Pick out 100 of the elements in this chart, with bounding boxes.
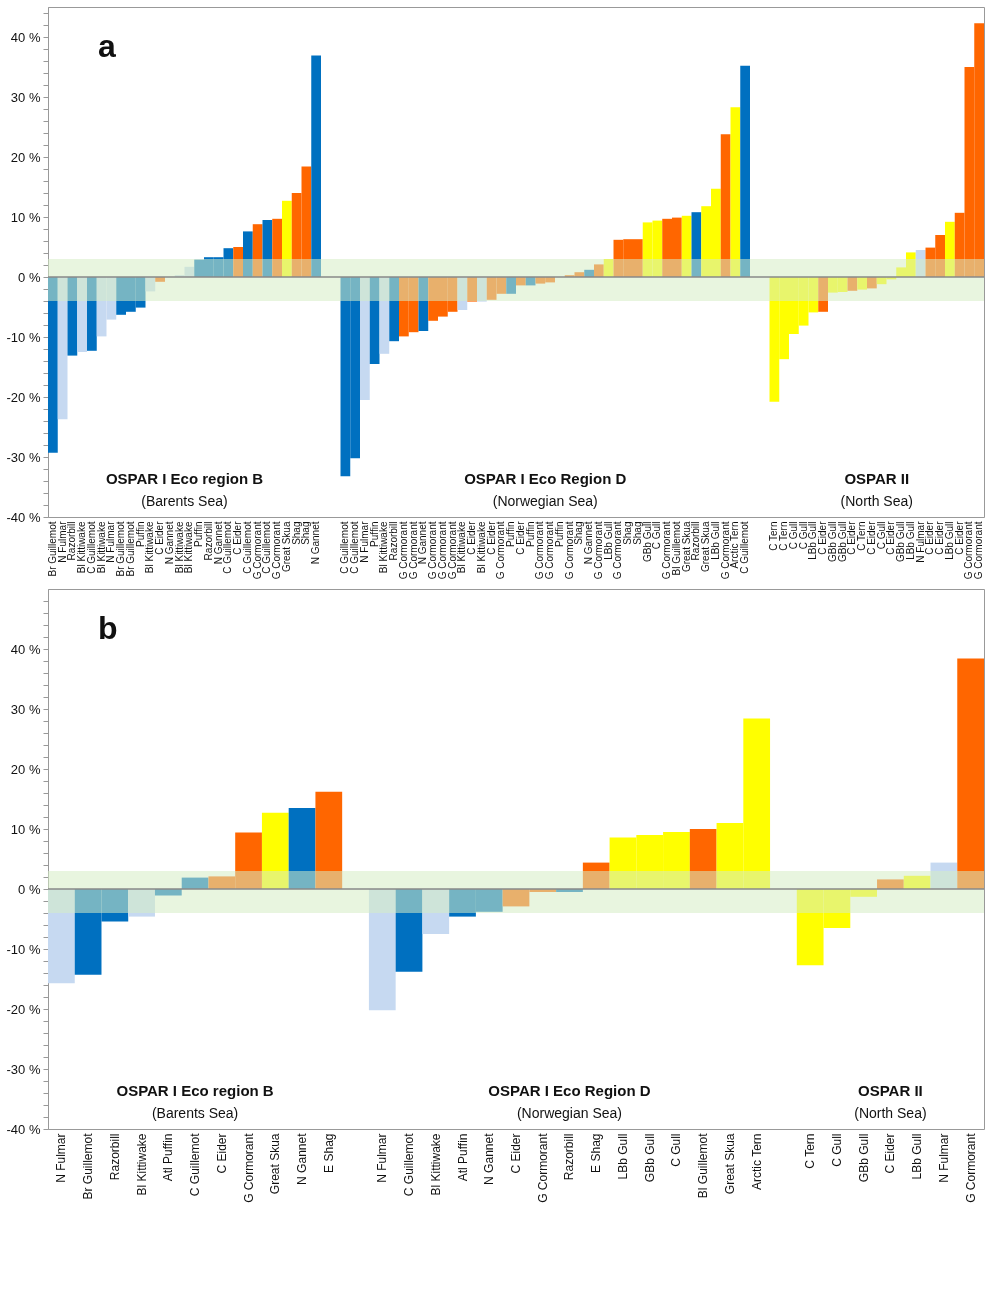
x-tick-label: G Cormorant [407, 521, 419, 580]
x-tick-label: G Cormorant [963, 521, 975, 580]
x-tick-label: Razorbill [562, 1133, 577, 1181]
x-tick-label: Great Skua [722, 1133, 737, 1195]
x-tick-label: Bl Kittiwake [428, 1133, 443, 1196]
x-tick-label: Bl Guillemot [670, 521, 682, 576]
x-tick-label: C Eider [817, 520, 829, 555]
x-tick-label: E Shag [321, 1133, 336, 1173]
y-tick-label: 20 % [10, 761, 41, 777]
x-tick-label: G Cormorant [544, 521, 556, 580]
x-tick-label: C Guillemot [402, 1132, 417, 1197]
x-tick-label: Br Guillemot [81, 1132, 96, 1200]
x-tick-label: C Eider [934, 520, 946, 555]
annotation: (Norwegian Sea) [516, 1105, 623, 1121]
x-tick-label: Bl Guillemot [696, 1132, 711, 1199]
x-tick-label: N Fulmar [105, 520, 117, 563]
x-tick-label: G Cormorant [446, 521, 458, 580]
y-tick-label: 10 % [10, 821, 41, 837]
x-tick-label: Great Skua [280, 521, 292, 573]
x-tick-label: C Guillemot [261, 521, 273, 574]
annotation: a [98, 28, 116, 64]
x-tick-label: Razorbill [66, 521, 78, 561]
x-tick-label: C Eider [485, 520, 497, 555]
x-tick-label: LBb Gull [615, 1133, 630, 1180]
x-tick-label: C Eider [214, 1133, 229, 1174]
x-tick-label: C Eider [232, 520, 244, 555]
x-tick-label: C Eider [846, 520, 858, 555]
x-tick-label: C Tern [803, 1133, 818, 1169]
annotation: b [98, 610, 118, 646]
x-tick-label: LBb Gull [807, 521, 819, 560]
y-tick-label: 10 % [10, 209, 41, 225]
x-tick-label: G Cormorant [436, 521, 448, 580]
x-tick-label: N Gannet [212, 521, 224, 565]
x-tick-label: LBb Gull [602, 521, 614, 560]
x-tick-label: G Cormorant [963, 1132, 978, 1203]
x-tick-label: C Gull [651, 521, 663, 550]
x-tick-label: N Gannet [310, 521, 322, 565]
x-tick-label: C Guillemot [241, 521, 253, 574]
annotation: (Norwegian Sea) [492, 493, 598, 509]
x-tick-label: G Cormorant [563, 521, 575, 580]
x-tick-label: N Fulmar [56, 520, 68, 563]
x-tick-label: E Shag [589, 1133, 604, 1173]
x-tick-label: C Gull [797, 521, 809, 550]
y-tick-label: -30 % [6, 1061, 41, 1077]
x-tick-label: LBb Gull [943, 521, 955, 560]
x-tick-label: Br Guillemot [46, 521, 58, 577]
y-tick-label: -10 % [6, 329, 41, 345]
annotation: OSPAR II [844, 470, 910, 487]
x-tick-label: G Cormorant [534, 521, 546, 580]
y-tick-label: 0 % [18, 881, 41, 897]
annotation: OSPAR II [858, 1082, 923, 1099]
y-tick-label: -30 % [6, 449, 41, 465]
annotation: (Barents Sea) [151, 1105, 239, 1121]
x-tick-label: C Guillemot [188, 1132, 203, 1197]
x-tick-label: C Guillemot [339, 521, 351, 574]
annotation: OSPAR I Eco region B [105, 470, 264, 487]
x-tick-label: C Gull [669, 1133, 684, 1167]
x-tick-label: C Guillemot [222, 521, 234, 574]
x-tick-label: Puffin [524, 521, 536, 547]
x-tick-label: G Cormorant [397, 521, 409, 580]
x-tick-label: G Cormorant [719, 521, 731, 580]
annotation: (North Sea) [854, 1105, 927, 1121]
x-tick-label: Razorbill [388, 521, 400, 561]
x-tick-label: Bl Kittiwake [183, 521, 195, 574]
x-tick-label: G Cormorant [661, 521, 673, 580]
x-tick-label: Bl Kittiwake [144, 521, 156, 574]
x-tick-label: N Fulmar [358, 520, 370, 563]
x-tick-label: Atl Puffin [455, 1133, 470, 1182]
annotation: OSPAR I Eco Region D [464, 470, 627, 487]
y-tick-label: -40 % [6, 1121, 41, 1137]
x-tick-label: C Eider [865, 520, 877, 555]
x-tick-label: N Gannet [417, 521, 429, 565]
x-tick-label: GBb Gull [642, 1133, 657, 1183]
x-tick-label: G Cormorant [535, 1132, 550, 1203]
x-tick-label: Puffin [553, 521, 565, 547]
x-tick-label: Razorbill [107, 1133, 122, 1181]
x-tick-label: GBb Gull [856, 1133, 871, 1183]
x-tick-label: Bl Kittiwake [95, 521, 107, 574]
y-tick-label: -10 % [6, 941, 41, 957]
x-tick-label: Puffin [368, 521, 380, 547]
x-tick-label: Bl Kittiwake [76, 521, 88, 574]
x-tick-label: G Cormorant [427, 521, 439, 580]
x-tick-label: LBb Gull [709, 521, 721, 560]
x-tick-label: Razorbill [202, 521, 214, 561]
x-tick-label: C Guillemot [349, 521, 361, 574]
x-tick-label: Shag [290, 521, 302, 545]
x-tick-label: C Tern [856, 521, 868, 551]
x-tick-label: Shag [573, 521, 585, 545]
y-tick-label: -20 % [6, 389, 41, 405]
x-tick-label: Bl Kittiwake [378, 521, 390, 574]
x-tick-label: Atl Puffin [161, 1133, 176, 1182]
x-tick-label: Arctic Tern [749, 1133, 764, 1190]
x-tick-label: C Eider [953, 520, 965, 555]
x-tick-label: Br Guillemot [115, 521, 127, 577]
annotation: (North Sea) [840, 493, 913, 509]
x-tick-label: N Gannet [482, 1132, 497, 1185]
x-tick-label: G Cormorant [592, 521, 604, 580]
x-tick-label: C Eider [514, 520, 526, 555]
x-tick-label: Puffin [193, 521, 205, 547]
annotation: OSPAR I Eco Region D [488, 1082, 651, 1099]
